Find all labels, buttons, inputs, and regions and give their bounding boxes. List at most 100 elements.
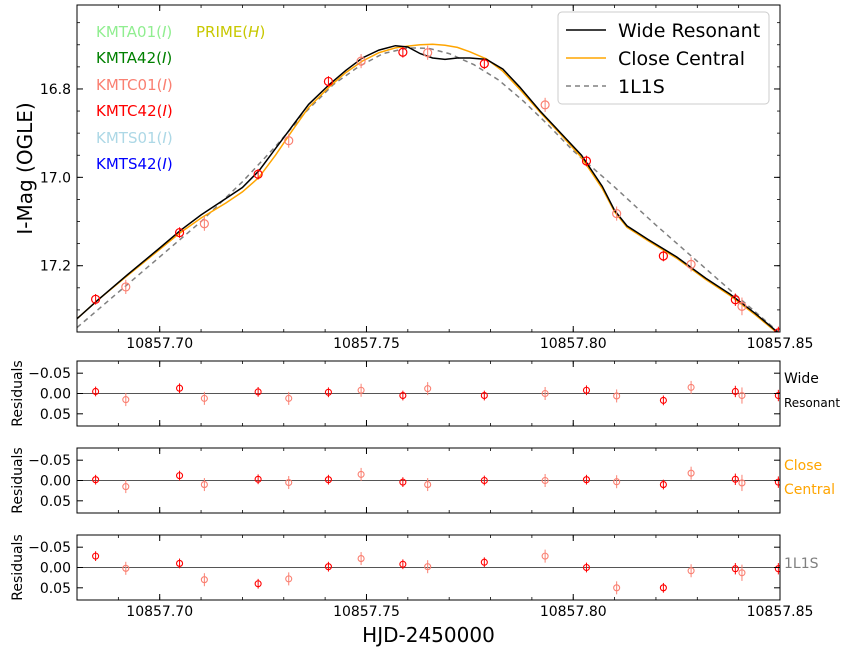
x-tick-label: 10857.85 bbox=[747, 604, 814, 620]
residual-point bbox=[122, 483, 130, 491]
residual-point bbox=[613, 392, 621, 400]
y-tick-label: 0.05 bbox=[40, 494, 71, 510]
residual-point bbox=[176, 559, 184, 567]
data-point bbox=[686, 259, 696, 269]
legend-label: Close Central bbox=[618, 48, 745, 70]
y-tick-label: 0.05 bbox=[40, 581, 71, 597]
y-tick-label: 0.05 bbox=[40, 407, 71, 423]
residual-point bbox=[480, 476, 488, 485]
legend-label: Wide Resonant bbox=[618, 20, 760, 42]
data-point bbox=[658, 251, 668, 261]
residuals-y-label: Residuals bbox=[10, 360, 26, 426]
residuals-y-label: Residuals bbox=[10, 447, 26, 513]
residual-point bbox=[738, 391, 746, 400]
y-tick-label: 17.2 bbox=[40, 259, 71, 275]
legend-label: 1L1S bbox=[618, 76, 665, 98]
residual-point bbox=[176, 472, 184, 480]
y-tick-label: −0.05 bbox=[28, 366, 71, 382]
residual-point bbox=[200, 576, 208, 584]
model-curves bbox=[77, 43, 780, 332]
residual-point bbox=[176, 384, 184, 392]
data-point bbox=[581, 156, 592, 166]
residual-point bbox=[357, 386, 365, 394]
dataset-label-prime: PRIME(H) bbox=[196, 23, 265, 41]
data-point bbox=[398, 47, 408, 57]
y-tick-label: −0.05 bbox=[28, 453, 71, 469]
residual-point bbox=[582, 476, 591, 484]
residual-point bbox=[687, 383, 695, 391]
data-point bbox=[479, 59, 489, 69]
residual-point bbox=[285, 575, 293, 583]
residual-point bbox=[541, 389, 549, 398]
residual-point bbox=[774, 391, 780, 400]
model-label: Resonant bbox=[784, 396, 840, 410]
x-tick-label: 10857.85 bbox=[747, 336, 814, 352]
y-axis-label: I-Mag (OGLE) bbox=[13, 102, 37, 234]
data-points bbox=[91, 45, 780, 332]
residual-point bbox=[122, 396, 130, 404]
residual-point bbox=[324, 476, 332, 484]
dataset-label-kmts42: KMTS42(I) bbox=[96, 155, 173, 173]
model-curve-1l1s bbox=[77, 47, 780, 332]
residual-point bbox=[399, 391, 407, 400]
y-tick-label: 16.8 bbox=[40, 82, 71, 98]
residual-point bbox=[582, 563, 591, 572]
data-point bbox=[540, 100, 550, 110]
data-point bbox=[284, 136, 294, 146]
main-panel: 10857.70 10857.75 10857.80 10857.85 16.8 17.0… bbox=[13, 4, 814, 352]
residual-point bbox=[424, 385, 432, 393]
residual-point bbox=[285, 394, 293, 402]
residual-point bbox=[659, 584, 667, 592]
residual-points bbox=[92, 549, 780, 595]
residual-point bbox=[285, 478, 293, 487]
data-point bbox=[91, 294, 101, 304]
residual-point bbox=[357, 555, 365, 563]
legend: Wide Resonant Close Central 1L1S bbox=[557, 11, 770, 105]
data-point bbox=[199, 219, 209, 229]
legend-frame bbox=[557, 11, 770, 105]
data-point bbox=[612, 208, 622, 219]
data-point bbox=[323, 76, 334, 87]
residual-point bbox=[254, 475, 262, 483]
residual-point bbox=[582, 386, 591, 394]
residual-point bbox=[324, 563, 332, 571]
residual-point bbox=[731, 565, 739, 573]
data-point bbox=[773, 328, 780, 332]
residual-point bbox=[541, 476, 549, 485]
y-tick-label: 17.0 bbox=[40, 170, 71, 186]
residual-point bbox=[122, 564, 130, 572]
data-point bbox=[356, 56, 366, 66]
main-panel-frame bbox=[76, 4, 781, 333]
y-tick-label: 0.00 bbox=[40, 561, 71, 577]
residual-point bbox=[200, 394, 208, 402]
residual-point bbox=[541, 552, 549, 560]
residual-panel-close-central: −0.05 0.00 0.05 Residuals Close Central bbox=[10, 447, 835, 513]
residual-point bbox=[92, 476, 100, 484]
residual-point bbox=[324, 388, 332, 396]
data-point bbox=[174, 227, 185, 238]
residual-point bbox=[92, 552, 100, 560]
dataset-label-kmtc42: KMTC42(I) bbox=[96, 102, 173, 120]
y-tick-label: 0.00 bbox=[40, 474, 71, 490]
model-label: Close bbox=[784, 458, 822, 474]
residual-point bbox=[731, 475, 739, 483]
x-tick-label: 10857.70 bbox=[126, 336, 193, 352]
y-tick-label: −0.05 bbox=[28, 540, 71, 556]
residual-point bbox=[613, 478, 621, 486]
residual-point bbox=[254, 388, 262, 396]
data-point bbox=[121, 282, 131, 292]
residual-panel-wide-resonant: −0.05 0.00 0.05 Residuals Wide Resonant bbox=[10, 360, 840, 426]
residual-point bbox=[424, 563, 432, 571]
x-axis-label: HJD-2450000 bbox=[362, 623, 495, 647]
data-point bbox=[737, 301, 747, 311]
dataset-label-kmtc01: KMTC01(I) bbox=[96, 76, 173, 94]
model-label: Central bbox=[784, 482, 835, 498]
residual-point bbox=[613, 584, 621, 592]
residual-point bbox=[480, 558, 488, 566]
residual-point bbox=[357, 470, 365, 478]
x-tick-label: 10857.75 bbox=[333, 604, 400, 620]
residual-point bbox=[399, 560, 407, 568]
residuals-y-label: Residuals bbox=[10, 534, 26, 600]
data-point bbox=[423, 48, 433, 58]
